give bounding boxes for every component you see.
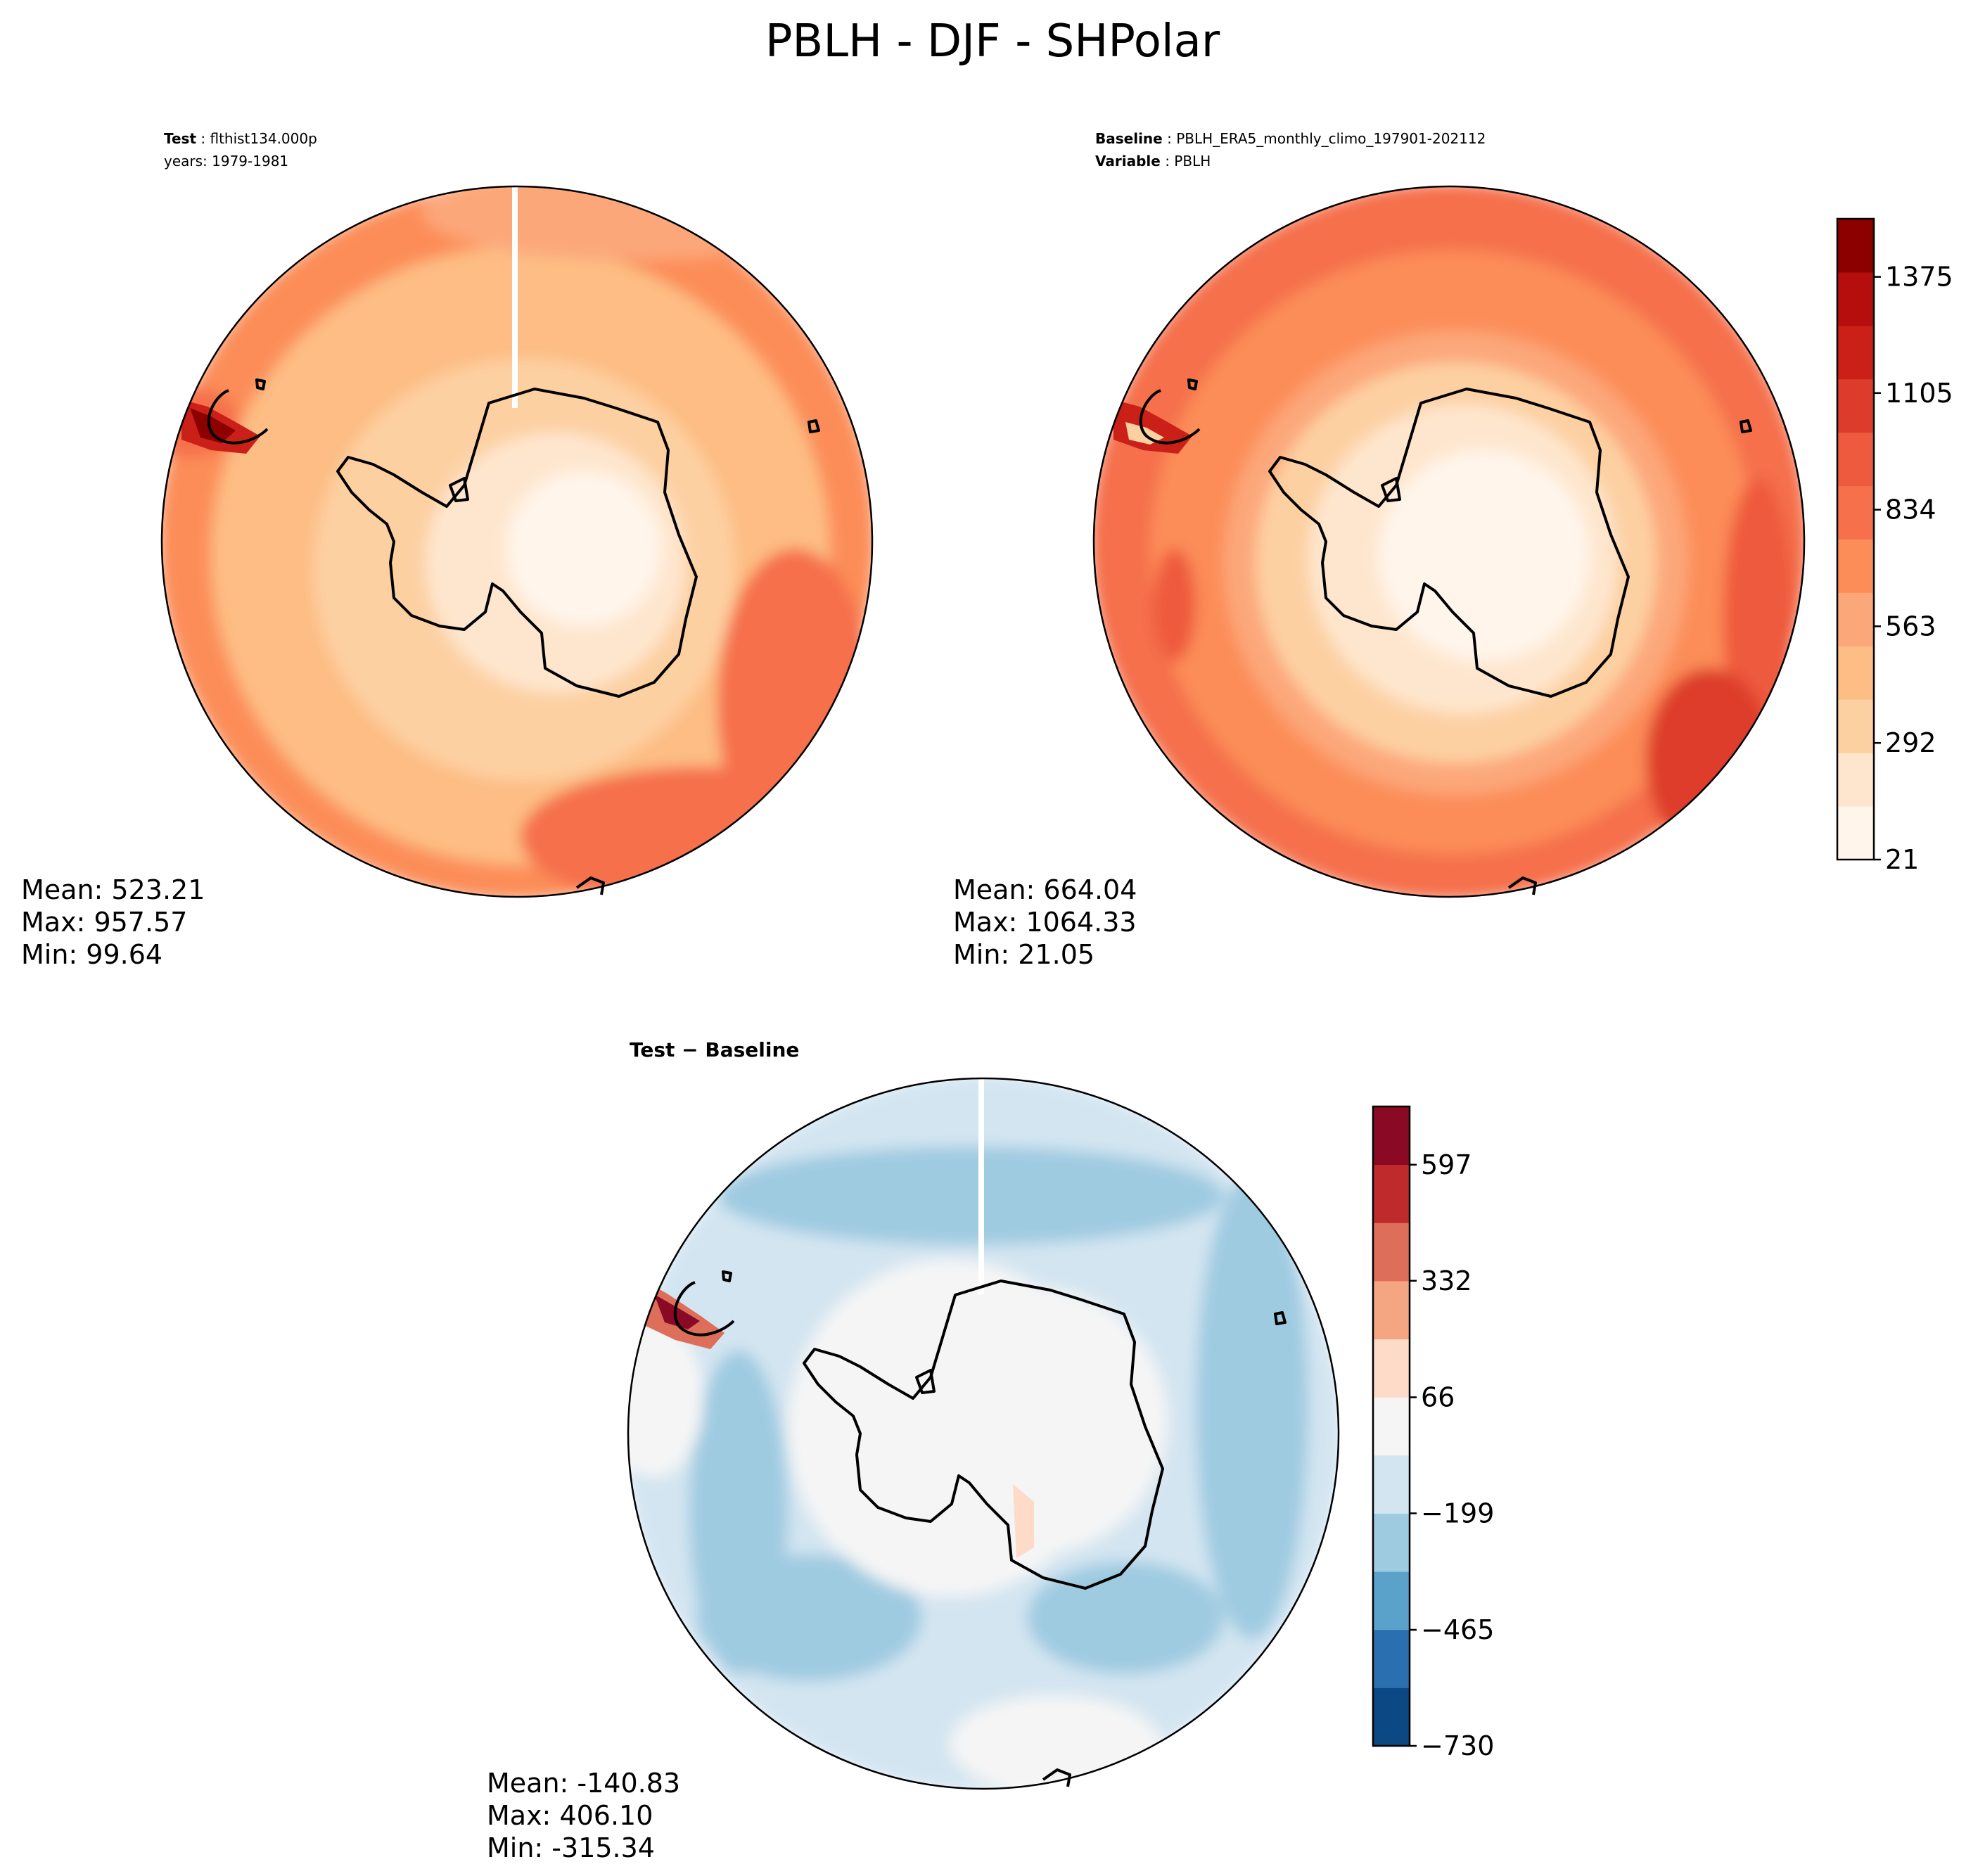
baseline-coastline bbox=[1139, 378, 1752, 895]
main-colorbar-color-segment bbox=[1837, 378, 1874, 433]
baseline-min: Min: 21.05 bbox=[953, 939, 1094, 970]
test-years: years: 1979-1981 bbox=[164, 153, 288, 170]
diff-colorbar-tick-label: −730 bbox=[1421, 1730, 1494, 1761]
main-colorbar-color-segment bbox=[1837, 699, 1874, 753]
diff-colorbar-color-segment bbox=[1373, 1339, 1410, 1398]
test-panel: Test : flthist134.000p years: 1979-1981 bbox=[21, 130, 874, 970]
diff-hotspot bbox=[644, 1280, 1034, 1558]
test-header: Test : flthist134.000p bbox=[164, 130, 317, 147]
diff-colorbar-color-segment bbox=[1373, 1571, 1410, 1631]
main-colorbar-tick-label: 834 bbox=[1885, 494, 1936, 525]
diff-colorbar-tick-label: −465 bbox=[1421, 1614, 1494, 1645]
diff-mean: Mean: -140.83 bbox=[487, 1768, 680, 1799]
baseline-variable: Variable : PBLH bbox=[1095, 153, 1211, 170]
test-coastline bbox=[207, 378, 820, 895]
diff-colorbar: −730 −465 −199 66 332 597 bbox=[1372, 1105, 1494, 1761]
baseline-panel: Baseline : PBLH_ERA5_monthly_climo_19790… bbox=[953, 130, 1953, 970]
baseline-mean: Mean: 664.04 bbox=[953, 874, 1137, 905]
main-colorbar-color-segment bbox=[1837, 592, 1874, 646]
main-colorbar: 21 292 563 834 1105 1375 bbox=[1836, 217, 1953, 875]
diff-panel: Test − Baseline bbox=[487, 1038, 1494, 1863]
diff-colorbar-tick-label: 597 bbox=[1421, 1149, 1472, 1180]
diff-max: Max: 406.10 bbox=[487, 1800, 653, 1831]
test-hotspot bbox=[181, 400, 260, 454]
main-colorbar-color-segment bbox=[1837, 325, 1874, 380]
test-mean: Mean: 523.21 bbox=[21, 874, 205, 905]
diff-colorbar-tick-label: 332 bbox=[1421, 1265, 1472, 1296]
diff-colorbar-color-segment bbox=[1373, 1687, 1410, 1747]
test-map bbox=[162, 186, 872, 897]
main-colorbar-color-segment bbox=[1837, 219, 1874, 273]
test-min: Min: 99.64 bbox=[21, 939, 162, 970]
main-colorbar-color-segment bbox=[1837, 806, 1874, 860]
diff-map bbox=[628, 1078, 1339, 1789]
baseline-map bbox=[1094, 186, 1804, 897]
main-colorbar-tick-label: 1105 bbox=[1885, 378, 1953, 409]
diff-colorbar-tick-label: −199 bbox=[1421, 1498, 1494, 1529]
diff-min: Min: -315.34 bbox=[487, 1832, 655, 1863]
main-colorbar-tick-label: 21 bbox=[1885, 844, 1919, 875]
diff-colorbar-outline bbox=[1372, 1105, 1411, 1747]
diff-colorbar-color-segment bbox=[1373, 1629, 1410, 1688]
diff-map-border bbox=[627, 1077, 1340, 1790]
main-colorbar-color-segment bbox=[1837, 432, 1874, 487]
diff-colorbar-color-segment bbox=[1373, 1106, 1410, 1166]
main-colorbar-outline bbox=[1836, 217, 1875, 861]
baseline-max: Max: 1064.33 bbox=[953, 907, 1137, 938]
diff-colorbar-color-segment bbox=[1373, 1164, 1410, 1223]
diff-header: Test − Baseline bbox=[630, 1038, 799, 1061]
test-map-border bbox=[160, 185, 874, 898]
diff-coastline bbox=[673, 1270, 1287, 1787]
main-colorbar-color-segment bbox=[1837, 753, 1874, 807]
main-colorbar-color-segment bbox=[1837, 485, 1874, 540]
diff-colorbar-tick-label: 66 bbox=[1421, 1382, 1455, 1412]
baseline-header: Baseline : PBLH_ERA5_monthly_climo_19790… bbox=[1095, 130, 1486, 147]
main-colorbar-color-segment bbox=[1837, 539, 1874, 593]
baseline-map-border bbox=[1092, 185, 1806, 898]
main-colorbar-tick-label: 563 bbox=[1885, 611, 1936, 642]
test-max: Max: 957.57 bbox=[21, 907, 187, 938]
main-colorbar-tick-label: 292 bbox=[1885, 727, 1936, 758]
diff-colorbar-color-segment bbox=[1373, 1280, 1410, 1340]
main-colorbar-color-segment bbox=[1837, 646, 1874, 700]
diff-colorbar-color-segment bbox=[1373, 1513, 1410, 1572]
diff-colorbar-color-segment bbox=[1373, 1397, 1410, 1456]
main-colorbar-color-segment bbox=[1837, 272, 1874, 326]
diff-colorbar-color-segment bbox=[1373, 1223, 1410, 1282]
diff-colorbar-color-segment bbox=[1373, 1455, 1410, 1514]
main-colorbar-tick-label: 1375 bbox=[1885, 262, 1953, 293]
figure-title: PBLH - DJF - SHPolar bbox=[765, 15, 1220, 68]
